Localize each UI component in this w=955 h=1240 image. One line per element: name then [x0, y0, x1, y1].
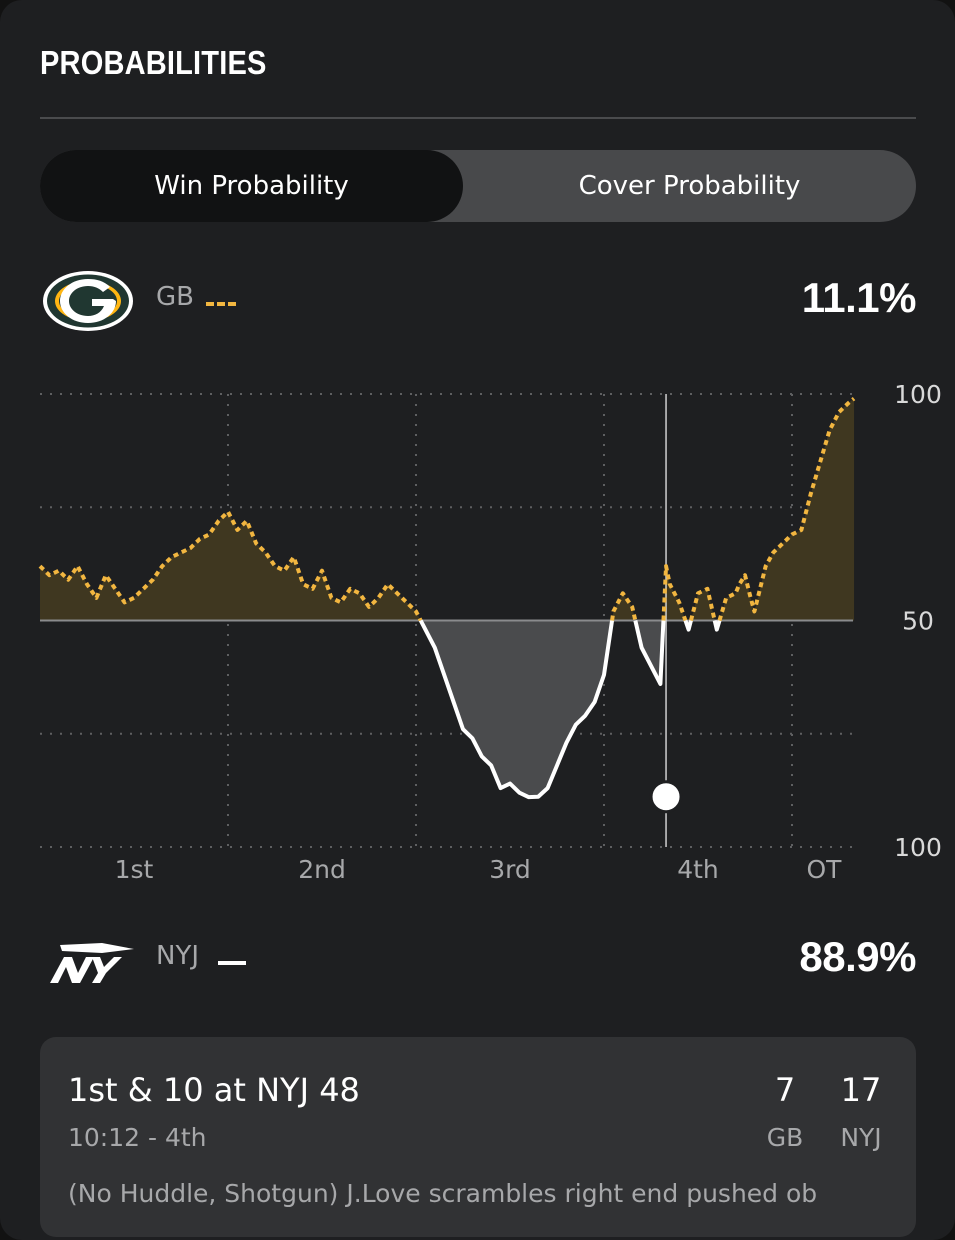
area-nyj	[635, 620, 664, 684]
area-gb	[719, 398, 855, 621]
series-line-gb	[689, 586, 717, 622]
win-pct-gb: 11.1%	[801, 274, 917, 321]
jets-logo	[50, 943, 134, 983]
area-gb	[40, 511, 421, 621]
packers-logo	[43, 271, 133, 331]
score-label-nyj: NYJ	[840, 1123, 882, 1152]
tab-win-probability[interactable]: Win Probability	[40, 150, 463, 222]
probability-toggle: Win Probability Cover Probability	[40, 150, 916, 222]
area-nyj	[420, 620, 613, 798]
team-row-nyj: NYJ 88.9%	[40, 925, 916, 995]
game-clock: 10:12 - 4th	[68, 1123, 207, 1152]
down-distance: 1st & 10 at NYJ 48	[68, 1071, 360, 1109]
series-line-gb	[717, 396, 856, 622]
y-tick-label: 50	[902, 607, 934, 636]
quarter-label: 3rd	[489, 855, 531, 884]
series-line-nyj	[712, 619, 722, 632]
divider	[40, 117, 916, 119]
series-line-nyj	[418, 619, 615, 800]
team-abbr-nyj: NYJ	[156, 941, 199, 971]
legend-line-gb	[206, 302, 236, 306]
team-row-gb: GB 11.1%	[40, 266, 917, 336]
current-play-card[interactable]: 1st & 10 at NYJ 48 10:12 - 4th 7 17 GB N…	[40, 1037, 916, 1237]
score-gb: 7	[774, 1071, 796, 1109]
team-abbr-gb: GB	[156, 282, 194, 312]
quarter-label: 2nd	[298, 855, 346, 884]
quarter-label: 4th	[677, 855, 719, 884]
tab-cover-probability[interactable]: Cover Probability	[578, 171, 801, 201]
y-tick-label: 100	[894, 380, 942, 409]
series-line-nyj	[683, 619, 693, 632]
quarter-label: 1st	[115, 855, 154, 884]
legend-line-nyj	[218, 961, 246, 965]
win-pct-nyj: 88.9%	[799, 933, 916, 980]
series-line-nyj	[633, 620, 666, 686]
series-line-gb	[661, 564, 688, 622]
y-tick-label: 100	[894, 833, 942, 862]
series-line-gb	[610, 591, 638, 621]
area-gb	[612, 593, 636, 621]
score-label-gb: GB	[766, 1123, 804, 1152]
series-line-gb	[38, 509, 423, 622]
play-description: (No Huddle, Shotgun) J.Love scrambles ri…	[68, 1179, 818, 1208]
current-play-dot	[649, 780, 683, 814]
win-probability-chart: 100 50 100 1st 2nd 3rd 4th OT	[38, 380, 942, 884]
score-nyj: 17	[840, 1071, 882, 1109]
section-title: PROBABILITIES	[40, 44, 267, 81]
quarter-label: OT	[806, 855, 842, 884]
